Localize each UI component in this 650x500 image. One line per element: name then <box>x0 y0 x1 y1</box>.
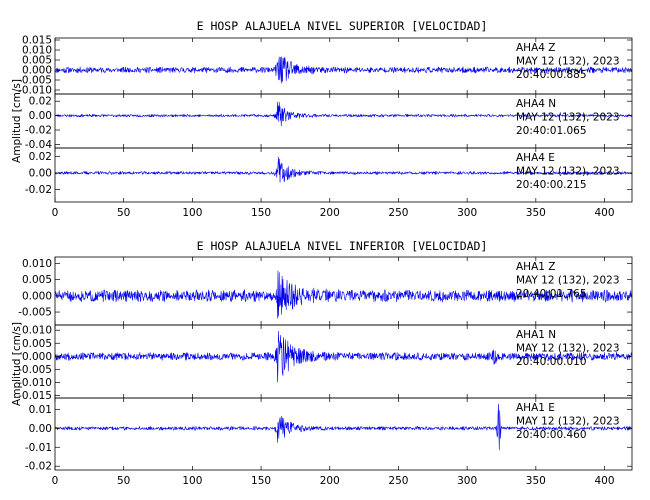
y-tick-label: 0.015 <box>22 35 52 47</box>
x-tick-label: 200 <box>320 475 340 487</box>
panel-frame <box>54 397 633 471</box>
y-tick-label: 0.00 <box>29 423 52 435</box>
channel-label: AHA1 E <box>516 402 555 414</box>
y-tick-label: 0.00 <box>29 167 52 179</box>
waveform-trace <box>55 156 632 183</box>
y-tick-label: 0.01 <box>29 404 52 416</box>
y-tick-label: 0.000 <box>22 290 52 302</box>
y-tick-label: 0.000 <box>22 351 52 363</box>
waveform-trace <box>55 330 632 383</box>
channel-label: AHA4 E <box>516 152 555 164</box>
channel-label: AHA4 Z <box>516 42 555 54</box>
y-tick-label: -0.010 <box>18 377 52 389</box>
y-tick-label: 0.005 <box>22 274 52 286</box>
y-tick-label: -0.005 <box>18 307 52 319</box>
x-tick-label: 400 <box>595 207 615 219</box>
x-tick-label: 250 <box>388 207 408 219</box>
x-tick-label: 200 <box>320 207 340 219</box>
time-label: 20:40:00.215 <box>516 179 587 191</box>
y-tick-label: 0.00 <box>29 110 52 122</box>
x-tick-label: 100 <box>182 475 202 487</box>
superior-y-axis-label: Amplitud [cm/s] <box>11 79 23 163</box>
waveform-trace <box>55 56 632 84</box>
y-tick-label: 0.005 <box>22 55 52 67</box>
time-label: 20:40:00.460 <box>516 429 587 441</box>
y-tick-label: -0.015 <box>18 390 52 402</box>
channel-label: AHA4 N <box>516 98 556 110</box>
date-label: MAY 12 (132), 2023 <box>516 56 620 68</box>
x-tick-label: 0 <box>52 475 59 487</box>
x-tick-label: 350 <box>526 207 546 219</box>
x-tick-label: 150 <box>251 475 271 487</box>
y-tick-label: 0.010 <box>22 45 52 57</box>
x-tick-label: 50 <box>117 475 130 487</box>
date-label: MAY 12 (132), 2023 <box>516 166 620 178</box>
x-tick-label: 0 <box>52 207 59 219</box>
time-label: 20:40:01.065 <box>516 125 587 137</box>
waveform-trace <box>55 403 632 451</box>
channel-label: AHA1 Z <box>516 261 555 273</box>
y-tick-label: 0.000 <box>22 65 52 77</box>
inferior-y-axis-label: Amplitud [cm/s] <box>11 322 23 406</box>
y-tick-label: -0.02 <box>25 184 52 196</box>
y-tick-label: -0.005 <box>18 364 52 376</box>
x-tick-label: 350 <box>526 475 546 487</box>
y-tick-label: 0.010 <box>22 258 52 270</box>
date-label: MAY 12 (132), 2023 <box>516 112 620 124</box>
y-tick-label: -0.005 <box>18 75 52 87</box>
channel-label: AHA1 N <box>516 329 556 341</box>
x-tick-label: 250 <box>388 475 408 487</box>
time-label: 20:40:01.765 <box>516 288 587 300</box>
waveform-trace <box>55 101 632 127</box>
date-label: MAY 12 (132), 2023 <box>516 343 620 355</box>
x-tick-label: 300 <box>457 207 477 219</box>
x-tick-label: 100 <box>182 207 202 219</box>
time-label: 20:40:00.885 <box>516 69 587 81</box>
x-tick-label: 150 <box>251 207 271 219</box>
y-tick-label: 0.02 <box>29 96 52 108</box>
date-label: MAY 12 (132), 2023 <box>516 416 620 428</box>
x-tick-label: 400 <box>595 475 615 487</box>
inferior-chart-title: E HOSP ALAJUELA NIVEL INFERIOR [VELOCIDA… <box>197 239 488 253</box>
superior-chart-title: E HOSP ALAJUELA NIVEL SUPERIOR [VELOCIDA… <box>197 19 488 33</box>
date-label: MAY 12 (132), 2023 <box>516 275 620 287</box>
time-label: 20:40:00.010 <box>516 356 587 368</box>
y-tick-label: 0.005 <box>22 338 52 350</box>
waveform-trace <box>55 270 632 319</box>
x-tick-label: 50 <box>117 207 130 219</box>
x-tick-label: 300 <box>457 475 477 487</box>
y-tick-label: -0.01 <box>25 442 52 454</box>
panel-frame <box>54 147 633 203</box>
y-tick-label: -0.02 <box>25 461 52 473</box>
y-tick-label: -0.04 <box>25 139 52 151</box>
y-tick-label: 0.010 <box>22 325 52 337</box>
y-tick-label: -0.010 <box>18 85 52 97</box>
y-tick-label: -0.02 <box>25 125 52 137</box>
y-tick-label: 0.02 <box>29 151 52 163</box>
